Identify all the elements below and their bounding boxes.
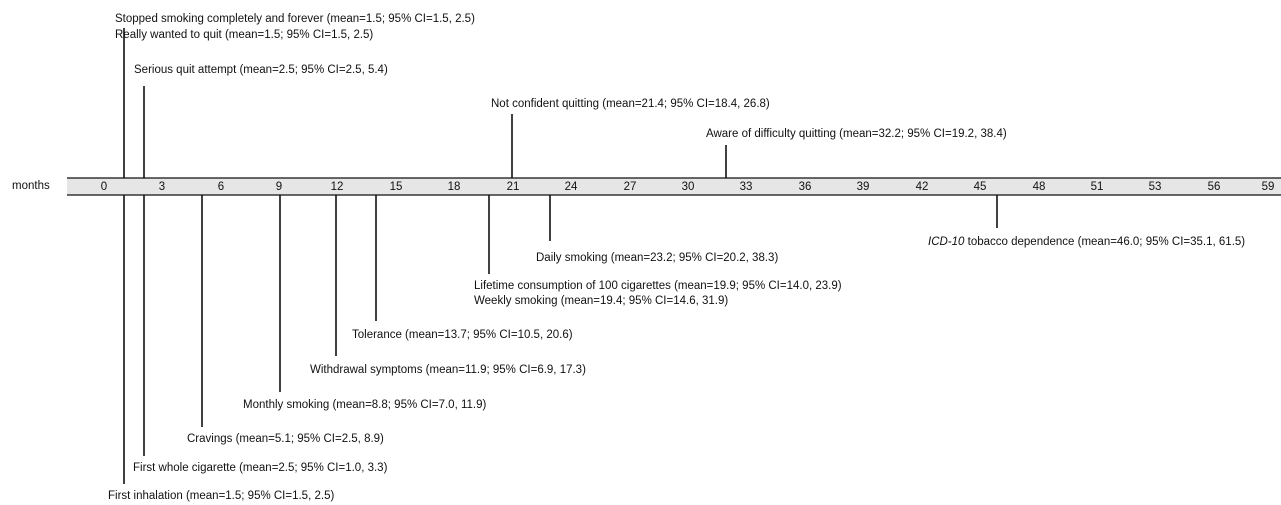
tick-label-39: 39 — [856, 181, 870, 193]
tick-label-51: 51 — [1090, 181, 1104, 193]
tick-label-9: 9 — [275, 181, 283, 193]
label-icd10-text: tobacco dependence (mean=46.0; 95% CI=35… — [964, 236, 1246, 248]
tick-label-15: 15 — [389, 181, 403, 193]
label-withdrawal-symptoms: Withdrawal symptoms (mean=11.9; 95% CI=6… — [310, 364, 586, 376]
tick-label-48: 48 — [1032, 181, 1046, 193]
tick-label-56: 56 — [1207, 181, 1221, 193]
label-icd10-prefix: ICD-10 — [928, 236, 965, 248]
label-daily-smoking: Daily smoking (mean=23.2; 95% CI=20.2, 3… — [536, 252, 779, 264]
tick-label-6: 6 — [217, 181, 225, 193]
label-tolerance: Tolerance (mean=13.7; 95% CI=10.5, 20.6) — [352, 329, 573, 341]
tick-label-27: 27 — [623, 181, 637, 193]
label-not-confident-quitting: Not confident quitting (mean=21.4; 95% C… — [491, 98, 770, 110]
tick-label-21: 21 — [506, 181, 520, 193]
axis-name-months: months — [12, 180, 50, 192]
label-cravings: Cravings (mean=5.1; 95% CI=2.5, 8.9) — [187, 433, 384, 445]
tick-label-53: 53 — [1148, 181, 1162, 193]
label-lifetime-100-cigarettes: Lifetime consumption of 100 cigarettes (… — [474, 280, 842, 292]
tick-label-18: 18 — [447, 181, 461, 193]
tick-label-12: 12 — [330, 181, 344, 193]
axis-band — [67, 178, 1281, 195]
label-monthly-smoking: Monthly smoking (mean=8.8; 95% CI=7.0, 1… — [243, 399, 487, 411]
tick-label-59: 59 — [1261, 181, 1275, 193]
tick-label-3: 3 — [158, 181, 166, 193]
label-aware-of-difficulty: Aware of difficulty quitting (mean=32.2;… — [706, 128, 1007, 140]
tick-label-42: 42 — [915, 181, 929, 193]
label-really-wanted-to-quit: Really wanted to quit (mean=1.5; 95% CI=… — [115, 29, 374, 41]
tick-label-24: 24 — [564, 181, 578, 193]
tick-label-33: 33 — [739, 181, 753, 193]
label-weekly-smoking: Weekly smoking (mean=19.4; 95% CI=14.6, … — [474, 295, 729, 307]
label-serious-quit-attempt: Serious quit attempt (mean=2.5; 95% CI=2… — [134, 64, 388, 76]
tick-label-45: 45 — [973, 181, 987, 193]
label-stopped-smoking: Stopped smoking completely and forever (… — [115, 13, 475, 25]
label-icd10-dependence: ICD-10 tobacco dependence (mean=46.0; 95… — [928, 235, 1245, 249]
label-first-whole-cigarette: First whole cigarette (mean=2.5; 95% CI=… — [133, 462, 388, 474]
tick-label-30: 30 — [681, 181, 695, 193]
tick-label-0: 0 — [100, 181, 108, 193]
label-first-inhalation: First inhalation (mean=1.5; 95% CI=1.5, … — [108, 490, 335, 502]
tick-label-36: 36 — [798, 181, 812, 193]
